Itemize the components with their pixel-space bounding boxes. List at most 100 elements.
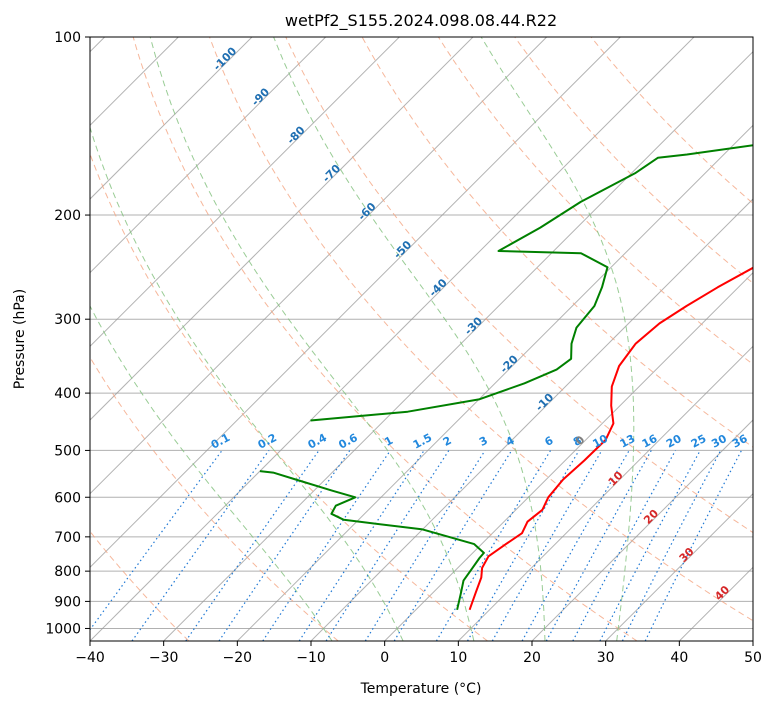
dry-adiabat-line xyxy=(90,530,190,641)
isotherm-line xyxy=(531,419,753,641)
mixing-ratio-label: 3 xyxy=(477,434,490,449)
isotherm-line xyxy=(90,37,400,348)
isotherm-label: -70 xyxy=(320,162,343,185)
moist-adiabat-lines xyxy=(90,37,635,641)
isotherm-line xyxy=(163,50,753,641)
dry-adiabat-line xyxy=(209,37,753,622)
dry-adiabat-lines xyxy=(90,37,753,641)
isotherm-label: -100 xyxy=(211,44,240,73)
mixing-ratio-line xyxy=(131,450,270,641)
x-tick-label: 20 xyxy=(523,650,541,666)
isotherm-line xyxy=(90,37,327,274)
dry-adiabat-line xyxy=(90,152,488,641)
mixing-ratio-line xyxy=(545,450,652,641)
x-tick-label: 0 xyxy=(380,650,389,666)
mixing-ratio-line xyxy=(298,450,425,641)
mixing-ratio-label: 36 xyxy=(730,432,750,451)
dry-adiabat-line xyxy=(90,356,339,641)
moist-adiabat-line xyxy=(480,37,635,641)
mixing-ratio-line xyxy=(218,450,351,641)
profile-series xyxy=(259,144,753,611)
mixing-ratio-line xyxy=(393,450,513,641)
isotherm-label: -10 xyxy=(533,391,556,414)
x-tick-label: 30 xyxy=(597,650,615,666)
mixing-ratio-line xyxy=(185,450,320,641)
y-tick-label: 100 xyxy=(54,30,81,46)
x-axis-ticks: −40 −30 −20 −10 0 10 20 30 40 50 xyxy=(75,641,762,666)
mixing-ratio-line xyxy=(325,450,450,641)
mixing-ratio-label: 2 xyxy=(441,434,454,449)
y-tick-label: 500 xyxy=(54,443,81,459)
mixing-ratio-line xyxy=(364,450,486,641)
mixing-ratio-label: 20 xyxy=(664,432,684,451)
y-tick-label: 200 xyxy=(54,208,81,224)
isotherm-line xyxy=(90,37,474,421)
isotherm-label: -20 xyxy=(498,352,521,375)
isotherm-line xyxy=(90,37,253,200)
isotherm-line xyxy=(90,37,695,641)
mixing-ratio-lines xyxy=(90,450,743,641)
temperature-profile xyxy=(468,266,753,611)
y-tick-label: 900 xyxy=(54,594,81,610)
isotherm-label: -60 xyxy=(355,200,378,223)
mixing-ratio-line xyxy=(521,450,630,641)
moist-adiabat-line xyxy=(273,37,546,641)
dry-adiabat-line xyxy=(590,37,753,205)
isotherm-line xyxy=(90,37,548,495)
isotherm-line xyxy=(90,37,621,569)
mixing-ratio-label: 0.4 xyxy=(306,431,330,452)
mixing-ratio-line xyxy=(572,450,677,641)
isotherm-label: 30 xyxy=(677,545,697,565)
isotherm-label: -50 xyxy=(391,238,414,261)
y-tick-label: 800 xyxy=(54,564,81,580)
isotherm-label: 20 xyxy=(641,507,661,527)
isotherm-line xyxy=(752,640,753,641)
mixing-ratio-line xyxy=(262,450,391,641)
x-tick-label: −20 xyxy=(223,650,253,666)
mixing-ratio-label: 1.5 xyxy=(411,431,434,452)
isotherm-label: -40 xyxy=(427,276,450,299)
y-axis-ticks: 100 200 300 400 500 600 700 800 900 1000 xyxy=(45,30,90,637)
y-tick-label: 600 xyxy=(54,490,81,506)
y-tick-label: 400 xyxy=(54,386,81,402)
isotherm-label: -30 xyxy=(462,314,485,337)
moist-adiabat-line xyxy=(90,305,333,641)
pressure-gridlines xyxy=(90,37,753,629)
mixing-ratio-label: 13 xyxy=(618,432,638,451)
isotherm-label: -90 xyxy=(249,85,272,108)
mixing-ratio-label: 30 xyxy=(709,432,729,451)
mixing-ratio-label: 0.2 xyxy=(256,431,279,452)
plot-frame xyxy=(89,36,754,642)
x-axis-label: Temperature (°C) xyxy=(360,681,482,697)
mixing-ratio-label: 16 xyxy=(640,432,660,451)
isotherm-label: 10 xyxy=(606,468,626,488)
dry-adiabat-line xyxy=(132,37,638,641)
mixing-ratio-label: 10 xyxy=(590,432,610,451)
x-tick-label: −10 xyxy=(296,650,326,666)
mixing-ratio-line xyxy=(621,450,722,641)
isotherm-line xyxy=(605,492,753,641)
mixing-ratio-label: 0.1 xyxy=(209,431,232,452)
moist-adiabat-line xyxy=(90,125,404,641)
mixing-ratio-line xyxy=(435,450,552,641)
mixing-ratio-label: 6 xyxy=(543,434,556,449)
mixing-ratio-line xyxy=(491,450,603,641)
isotherm-line xyxy=(457,345,753,641)
dewpoint-profile xyxy=(310,144,753,422)
chart-title: wetPf2_S155.2024.098.08.44.R22 xyxy=(285,11,557,31)
isotherm-label: -80 xyxy=(284,123,307,146)
plot-area: 0.1 0.2 0.4 0.6 1 1.5 2 3 4 6 8 10 13 16 20 25 30 36-100-… xyxy=(90,37,753,641)
mixing-ratio-label: 1 xyxy=(382,434,395,449)
isotherm-line xyxy=(384,271,753,641)
dry-adiabat-line xyxy=(514,37,753,284)
mixing-ratio-line xyxy=(466,450,580,641)
y-tick-label: 1000 xyxy=(45,621,81,637)
x-tick-label: −40 xyxy=(75,650,105,666)
isotherm-line xyxy=(236,124,753,641)
dry-adiabat-line xyxy=(361,37,753,448)
x-tick-label: −30 xyxy=(149,650,179,666)
mixing-ratio-label: 25 xyxy=(689,432,709,451)
reference-line-labels: 0.1 0.2 0.4 0.6 1 1.5 2 3 4 6 8 10 13 16 20 25 30 36-100-… xyxy=(209,44,750,603)
moist-adiabat-line xyxy=(149,37,475,641)
